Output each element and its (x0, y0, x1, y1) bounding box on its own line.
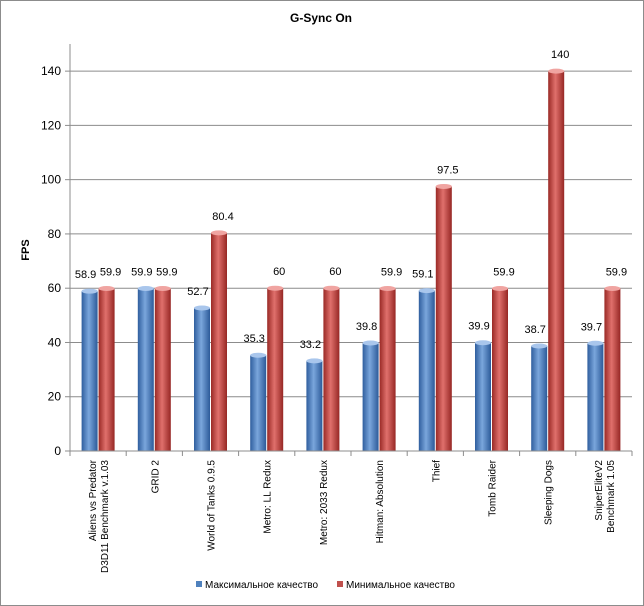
bar-cap-min-3 (267, 285, 284, 291)
grid-layer (70, 70, 632, 398)
bar-cap-min-8 (548, 68, 565, 74)
data-label-max-2: 52.7 (187, 286, 208, 298)
bar-min-4 (323, 288, 340, 451)
data-label-min-9: 59.9 (606, 266, 627, 278)
legend-label-0: Максимальное качество (205, 580, 318, 591)
bar-max-3 (250, 355, 267, 451)
bar-cap-min-9 (604, 285, 621, 291)
category-label-7-0: Tomb Raider (488, 459, 499, 516)
y-tick-label-40: 40 (48, 335, 62, 349)
bar-min-2 (211, 232, 227, 451)
y-tick-label-0: 0 (54, 444, 61, 458)
category-label-6-0: Thief (431, 460, 442, 482)
category-label-9-1: Benchmark 1.05 (606, 460, 617, 533)
bar-max-5 (362, 343, 379, 451)
bar-max-9 (587, 343, 604, 451)
bar-min-8 (548, 71, 565, 451)
bar-cap-max-9 (587, 340, 604, 346)
data-label-min-0: 59.9 (100, 266, 121, 278)
bars-layer (81, 68, 621, 451)
y-axis-label: FPS (20, 239, 32, 260)
data-label-max-4: 33.2 (300, 339, 321, 351)
data-label-max-5: 39.8 (356, 321, 377, 333)
bar-min-9 (604, 288, 621, 451)
data-label-min-7: 59.9 (493, 266, 514, 278)
data-label-min-2: 80.4 (212, 211, 233, 223)
bar-cap-max-7 (475, 340, 491, 346)
bar-min-5 (379, 288, 396, 451)
data-label-min-5: 59.9 (381, 266, 402, 278)
bar-cap-max-1 (137, 285, 154, 291)
bar-min-6 (435, 186, 452, 451)
y-tick-label-60: 60 (48, 281, 62, 295)
category-label-0-1: D3D11 Benchmark v.1.03 (100, 460, 111, 573)
bar-cap-max-0 (81, 288, 98, 294)
bar-max-1 (137, 288, 154, 451)
data-label-max-3: 35.3 (243, 333, 264, 345)
y-tick-label-80: 80 (48, 227, 62, 241)
bar-cap-min-1 (154, 285, 171, 291)
bar-max-8 (531, 345, 548, 451)
bar-max-0 (81, 291, 98, 451)
bar-cap-min-0 (98, 285, 115, 291)
y-tick-label-140: 140 (41, 64, 61, 78)
bar-cap-min-7 (492, 285, 508, 291)
legend-swatch-1 (337, 581, 343, 587)
bar-cap-max-8 (531, 343, 548, 349)
data-label-max-8: 38.7 (524, 324, 545, 336)
bar-min-0 (98, 288, 115, 451)
category-label-9-0: SniperEliteV2 (594, 460, 605, 521)
bar-max-7 (475, 342, 491, 451)
y-tick-label-100: 100 (41, 173, 61, 187)
category-label-2-0: World of Tanks 0.9.5 (207, 460, 218, 551)
data-label-min-3: 60 (273, 266, 285, 278)
category-label-3-0: Metro: LL Redux (263, 460, 274, 534)
data-label-min-4: 60 (329, 266, 341, 278)
legend: Максимальное качество Минимальное качеств… (196, 580, 455, 591)
data-label-min-6: 97.5 (437, 164, 458, 176)
data-label-max-0: 58.9 (75, 269, 96, 281)
data-label-max-9: 39.7 (581, 321, 602, 333)
category-label-8-0: Sleeping Dogs (544, 460, 555, 525)
bar-cap-max-2 (194, 305, 210, 311)
y-tick-label-120: 120 (41, 118, 61, 132)
bar-cap-max-5 (362, 340, 379, 346)
bar-cap-min-5 (379, 285, 396, 291)
bar-max-2 (194, 308, 210, 451)
bar-cap-min-2 (211, 230, 227, 236)
bar-cap-max-3 (250, 352, 267, 358)
legend-swatch-0 (196, 581, 202, 587)
data-label-max-7: 39.9 (468, 321, 489, 333)
y-tick-label-20: 20 (48, 390, 62, 404)
data-label-max-6: 59.1 (412, 269, 433, 281)
data-label-min-1: 59.9 (156, 266, 177, 278)
bar-max-6 (418, 290, 435, 451)
category-label-5-0: Hitman: Absolution (375, 460, 386, 543)
bar-min-7 (492, 288, 508, 451)
bar-cap-max-4 (306, 358, 323, 364)
bar-max-4 (306, 360, 323, 451)
bar-cap-max-6 (418, 288, 435, 294)
chart-title: G-Sync On (290, 11, 352, 25)
bar-min-3 (267, 288, 284, 451)
data-label-max-1: 59.9 (131, 266, 152, 278)
axis-layer: 0 20 40 60 80 100 120 140 Aliens vs Predator D3D1… (41, 44, 633, 573)
category-label-1-0: GRID 2 (150, 460, 161, 494)
category-label-0-0: Aliens vs Predator (88, 459, 99, 541)
bar-cap-min-4 (323, 285, 340, 291)
bar-min-1 (154, 288, 171, 451)
bar-cap-min-6 (435, 183, 452, 189)
category-label-4-0: Metro: 2033 Redux (319, 460, 330, 545)
labels-layer: 58.9 59.9 59.9 59.9 52.7 80.4 35.3 60 33.2 60 39.8… (75, 49, 627, 351)
data-label-min-8: 140 (551, 49, 569, 61)
legend-label-1: Минимальное качество (346, 580, 455, 591)
